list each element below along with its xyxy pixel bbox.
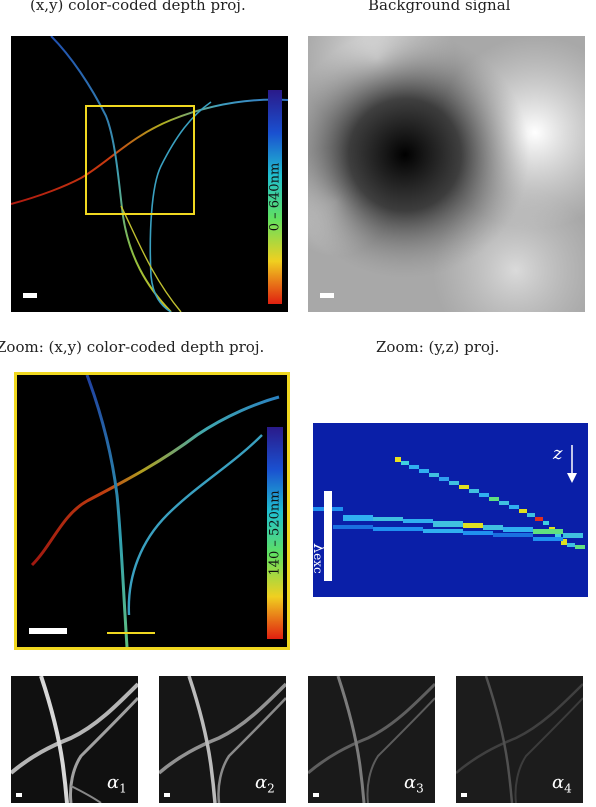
alpha-panel-3: α3 xyxy=(308,676,435,803)
depth-projection-panel: 0 – 640nm xyxy=(11,36,288,312)
scale-bar xyxy=(29,628,67,634)
zoom-depth-projection-panel: 140 – 520nm xyxy=(14,372,290,650)
yz-projection-panel: z λexc xyxy=(313,423,588,597)
scale-bar xyxy=(16,793,22,797)
lambda-subscript: exc xyxy=(313,553,325,574)
alpha-panel-1: α1 xyxy=(11,676,138,803)
lower-filament-trace xyxy=(313,507,583,541)
alpha-label-4: α4 xyxy=(552,772,572,796)
caption-mid-left: Zoom: (x,y) color-coded depth proj. xyxy=(0,338,265,356)
alpha-label-2: α2 xyxy=(255,772,275,796)
scale-bar xyxy=(164,793,170,797)
alpha-panel-2: α2 xyxy=(159,676,286,803)
zoom-depth-colorbar-label: 140 – 520nm xyxy=(267,490,283,576)
depth-colorbar xyxy=(268,90,282,304)
zoom-depth-colorbar xyxy=(267,427,283,639)
alpha-panel-4: α4 xyxy=(456,676,583,803)
z-axis-label: z xyxy=(553,443,563,464)
scale-bar xyxy=(461,793,467,797)
caption-top-right: Background signal xyxy=(368,0,511,14)
alpha-label-1: α1 xyxy=(107,772,127,796)
lambda-bar xyxy=(324,491,332,581)
z-arrow-head xyxy=(567,473,577,483)
scale-bar xyxy=(320,293,334,298)
upper-filament-trace xyxy=(395,457,585,549)
scale-bar xyxy=(313,793,319,797)
caption-top-left: (x,y) color-coded depth proj. xyxy=(30,0,246,14)
alpha-label-3: α3 xyxy=(404,772,424,796)
caption-mid-right: Zoom: (y,z) proj. xyxy=(376,338,500,356)
depth-colorbar-label: 0 – 640nm xyxy=(267,162,283,232)
scale-bar xyxy=(23,293,37,298)
lambda-symbol: λ xyxy=(313,543,329,553)
highlight-box xyxy=(85,105,195,215)
background-signal-panel xyxy=(308,36,585,312)
lambda-exc-label: λexc xyxy=(313,543,329,574)
yz-slice-line xyxy=(107,632,155,634)
